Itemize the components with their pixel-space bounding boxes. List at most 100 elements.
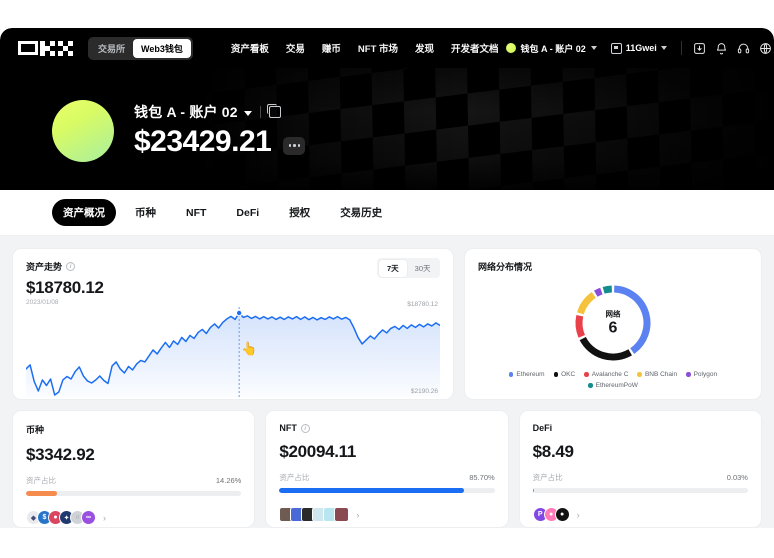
- nav-link-trade[interactable]: 交易: [285, 44, 305, 55]
- legend-label: EthereumPoW: [595, 382, 638, 389]
- donut-center-text: 网络 6: [478, 309, 748, 338]
- network-distribution-title: 网络分布情况: [478, 262, 533, 272]
- download-icon[interactable]: [689, 37, 711, 59]
- trend-line-svg: [26, 305, 440, 397]
- legend-item-polygon[interactable]: Polygon: [686, 371, 717, 378]
- nav-link-assets[interactable]: 资产看板: [230, 44, 269, 55]
- account-status-dot: [505, 43, 516, 53]
- tokens-summary-card[interactable]: 币种 $3342.92 资产占比 14.26% ◆ $ ● ✦ ○: [12, 410, 256, 528]
- legend-item-avalanche-c[interactable]: Avalanche C: [584, 371, 628, 378]
- defi-ratio-label: 资产占比: [532, 473, 563, 482]
- logo-letter-k: [40, 41, 56, 56]
- defi-chevron-icon[interactable]: ›: [576, 509, 580, 520]
- tab-overview[interactable]: 资产概况: [52, 199, 116, 226]
- defi-ratio-value: 0.03%: [726, 473, 748, 482]
- copy-icon[interactable]: [266, 104, 281, 119]
- donut-segment-polygon[interactable]: [594, 287, 603, 297]
- info-icon[interactable]: i: [66, 262, 76, 271]
- tab-nft[interactable]: NFT: [186, 206, 207, 219]
- chevron-down-icon[interactable]: [243, 110, 252, 116]
- gas-icon: [610, 42, 622, 54]
- defi-card-title: DeFi: [532, 423, 553, 433]
- nft-ratio-value: 85.70%: [469, 473, 495, 482]
- defi-icon-3: ●: [554, 507, 570, 522]
- legend-label: BNB Chain: [644, 371, 678, 378]
- nav-link-nft-market[interactable]: NFT 市场: [357, 44, 399, 55]
- asset-trend-chart[interactable]: $18780.12 $2190.26 👆: [26, 301, 440, 397]
- hero-total-balance: $23429.21: [134, 125, 272, 159]
- more-icon[interactable]: [283, 136, 306, 155]
- defi-icon-stack: P ● ●: [532, 507, 570, 522]
- info-icon[interactable]: i: [300, 423, 310, 433]
- hero-gradient-overlay-2: [0, 68, 774, 190]
- top-navigation-bar: 交易所 Web3钱包 资产看板 交易 赚币 NFT 市场 发现 开发者文档 钱包…: [0, 28, 774, 68]
- y-axis-label-bottom: $2190.26: [410, 388, 438, 395]
- account-selector[interactable]: 钱包 A - 账户 02: [499, 39, 604, 58]
- legend-label: Avalanche C: [591, 371, 629, 378]
- nft-icon-row[interactable]: ›: [279, 507, 494, 522]
- bell-icon[interactable]: [711, 37, 733, 59]
- asset-trend-value: $18780.12: [26, 278, 104, 297]
- donut-segment-bnb-chain[interactable]: [577, 292, 596, 315]
- tab-tokens[interactable]: 币种: [135, 207, 156, 219]
- tab-bar: 资产概况 币种 NFT DeFi 授权 交易历史: [0, 190, 774, 236]
- switch-exchange[interactable]: 交易所: [98, 43, 126, 54]
- hero-account-name: 钱包 A - 账户 02: [134, 104, 238, 121]
- donut-segment-ethereumpow[interactable]: [602, 285, 613, 294]
- nft-chevron-icon[interactable]: ›: [356, 509, 360, 520]
- tokens-chevron-icon[interactable]: ›: [103, 512, 106, 523]
- trend-range-switcher[interactable]: 7天 30天: [377, 258, 440, 278]
- tokens-ratio-label: 资产占比: [26, 476, 56, 485]
- logo-letter-o: [18, 41, 38, 55]
- donut-segment-avalanche-c[interactable]: [575, 314, 586, 338]
- nft-summary-card[interactable]: NFT i $20094.11 资产占比 85.70%: [265, 410, 509, 528]
- donut-segment-ethereum[interactable]: [613, 285, 651, 354]
- gas-price-indicator[interactable]: 11Gwei: [604, 40, 674, 57]
- defi-progress-fill: [532, 488, 535, 493]
- asset-trend-card: 资产走势 i 7天 30天 $18780.12 2023/01/08: [12, 248, 454, 400]
- tokens-progress-bar: [26, 491, 242, 496]
- nft-progress-bar: [279, 488, 495, 493]
- defi-icon-row[interactable]: P ● ● ›: [532, 507, 748, 522]
- tokens-ratio-value: 14.26%: [215, 476, 242, 485]
- range-7-days[interactable]: 7天: [378, 259, 407, 277]
- tokens-progress-fill: [26, 491, 57, 496]
- nft-card-value: $20094.11: [279, 442, 357, 461]
- avatar: [52, 100, 114, 162]
- nav-right-group: 钱包 A - 账户 02 11Gwei: [499, 37, 774, 59]
- token-icon-6: ∞: [81, 510, 96, 525]
- donut-svg: [575, 285, 651, 361]
- globe-icon[interactable]: [755, 37, 774, 59]
- tokens-icon-row[interactable]: ◆ $ ● ✦ ○ ∞ ›: [26, 510, 241, 525]
- legend-item-ethereum[interactable]: Ethereum: [508, 371, 545, 378]
- nft-ratio-label: 资产占比: [279, 473, 310, 482]
- hero-account-row[interactable]: 钱包 A - 账户 02: [134, 102, 305, 122]
- hero-divider: [259, 106, 261, 119]
- network-legend: Ethereum OKC Avalanche C BNB Chain Polyg…: [478, 371, 748, 389]
- donut-center-value: 6: [608, 319, 618, 337]
- nft-thumb-6: [334, 507, 350, 522]
- donut-segment-okc[interactable]: [579, 336, 632, 361]
- y-axis-label-top: $18780.12: [407, 301, 438, 308]
- tab-approvals[interactable]: 授权: [289, 207, 311, 219]
- tab-defi[interactable]: DeFi: [236, 206, 260, 219]
- switch-web3-wallet[interactable]: Web3钱包: [133, 38, 191, 58]
- tab-transaction-history[interactable]: 交易历史: [340, 207, 383, 219]
- okx-logo[interactable]: [18, 41, 74, 56]
- nav-link-earn[interactable]: 赚币: [321, 44, 341, 55]
- network-distribution-card: 网络分布情况 网络 6 Ethereum OKC Avalanche C BNB…: [464, 248, 762, 400]
- nav-link-discover[interactable]: 发现: [415, 44, 435, 55]
- defi-summary-card[interactable]: DeFi $8.49 资产占比 0.03% P ● ● ›: [518, 410, 762, 528]
- donut-center-label: 网络: [605, 309, 621, 319]
- chevron-down-icon: [590, 46, 597, 50]
- headset-icon[interactable]: [733, 37, 755, 59]
- range-30-days[interactable]: 30天: [414, 263, 431, 273]
- legend-item-bnb-chain[interactable]: BNB Chain: [637, 371, 677, 378]
- product-switcher[interactable]: 交易所 Web3钱包: [88, 36, 193, 60]
- network-donut-chart[interactable]: 网络 6: [478, 279, 748, 367]
- legend-label: Ethereum: [516, 371, 545, 378]
- nav-link-developer-docs[interactable]: 开发者文档: [451, 44, 499, 55]
- legend-item-ethereumpow[interactable]: EthereumPoW: [588, 382, 638, 389]
- legend-item-okc[interactable]: OKC: [553, 371, 575, 378]
